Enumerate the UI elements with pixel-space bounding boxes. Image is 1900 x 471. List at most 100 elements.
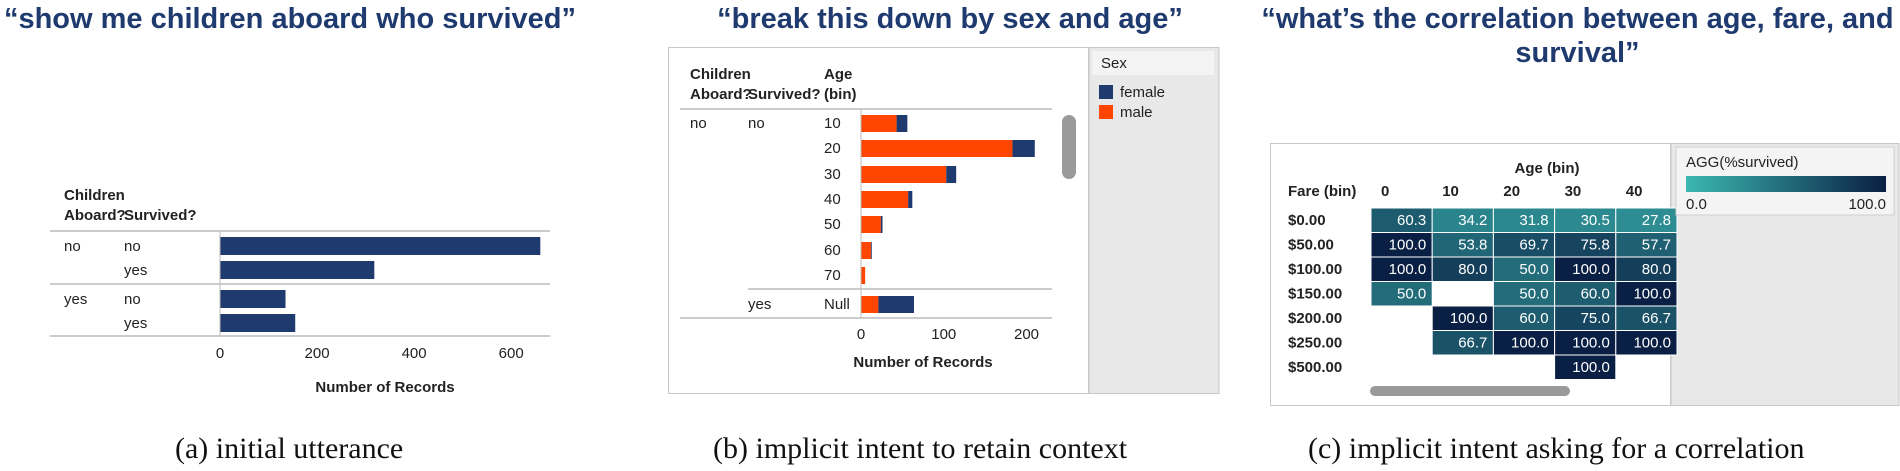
x-tick-label: 400 [402, 345, 427, 362]
utterance-a: “show me children aboard who survived” [3, 3, 577, 35]
caption-b: (b) implicit intent to retain context [713, 432, 1128, 465]
bar-female [896, 115, 908, 132]
row-label-age: 30 [824, 166, 841, 183]
heatmap-cell [1615, 330, 1678, 356]
x-tick-label: 600 [499, 345, 524, 362]
row-label-age: 70 [824, 267, 841, 284]
column-label: 30 [1565, 183, 1582, 200]
chart-a: Children Aboard?Survived? no no yes yes no yes 0… [50, 187, 550, 396]
cell-value: 100.0 [1572, 359, 1610, 376]
cell-value: 50.0 [1397, 286, 1426, 303]
row-header-age-1: Age [824, 66, 852, 83]
cell-value: 60.3 [1397, 212, 1426, 229]
bar-female [946, 166, 957, 183]
scrollbar-thumb [1062, 115, 1076, 179]
legend-title: Sex [1101, 55, 1127, 72]
heatmap-cell [1492, 330, 1556, 356]
heatmap-cell [1370, 207, 1433, 233]
x-tick-label: 0 [857, 326, 865, 343]
caption-c: (c) implicit intent asking for a correla… [1308, 432, 1805, 465]
x-axis-title: Number of Records [315, 379, 454, 396]
legend-gradient [1686, 176, 1886, 192]
row-label: $100.00 [1288, 261, 1342, 278]
row-label-survived: yes [748, 296, 771, 313]
heatmap-cell [1615, 207, 1678, 233]
bar [220, 237, 541, 255]
utterance-c: “what’s the correlation between age, far… [1261, 3, 1894, 69]
row-label-age: 40 [824, 191, 841, 208]
cell-value: 34.2 [1458, 212, 1487, 229]
column-label: 10 [1442, 183, 1459, 200]
heatmap-cell [1615, 232, 1678, 258]
bar-female [908, 191, 913, 208]
row-label-survived: yes [124, 315, 147, 332]
bar-male [861, 242, 871, 259]
heatmap-cell [1615, 281, 1678, 307]
row-header-children-aboard-1: Children [64, 187, 125, 204]
cell-value: 53.8 [1458, 237, 1487, 254]
heatmap-cell [1370, 256, 1433, 282]
row-header-survived: Survived? [124, 207, 197, 224]
x-tick-label: 0 [216, 345, 224, 362]
heatmap-cell [1431, 305, 1494, 331]
utterance-b: “break this down by sex and age” [717, 3, 1183, 35]
cell-value: 57.7 [1642, 237, 1671, 254]
bar [220, 290, 286, 308]
legend-swatch [1099, 105, 1113, 119]
cell-value: 60.0 [1581, 286, 1610, 303]
cell-value: 50.0 [1519, 261, 1548, 278]
row-label-age: 60 [824, 242, 841, 259]
cell-value: 27.8 [1642, 212, 1671, 229]
heatmap-cell [1492, 232, 1556, 258]
column-label: 0 [1381, 183, 1389, 200]
bar-male [861, 216, 881, 233]
bar-male [861, 267, 866, 284]
legend-header-bg [1092, 51, 1214, 75]
row-header-children-aboard-2: Aboard? [64, 207, 126, 224]
row-label-survived: no [124, 238, 141, 255]
row-label-survived: no [748, 115, 765, 132]
cell-value: 75.8 [1581, 237, 1610, 254]
chart-b: Children Aboard?Survived?Age (bin) no no 10 20… [668, 47, 1220, 394]
cell-value: 60.0 [1519, 310, 1548, 327]
column-label: 20 [1503, 183, 1520, 200]
cell-value: 80.0 [1642, 261, 1671, 278]
heatmap-cell [1431, 256, 1494, 282]
legend-label: female [1120, 84, 1165, 101]
row-label: $250.00 [1288, 335, 1342, 352]
row-label-age: Null [824, 296, 850, 313]
column-header-age: Age (bin) [1515, 160, 1580, 177]
row-label-children-aboard: yes [64, 291, 87, 308]
bar [220, 261, 375, 279]
column-label: 40 [1626, 183, 1643, 200]
cell-value: 69.7 [1519, 237, 1548, 254]
row-header-survived: Survived? [748, 86, 821, 103]
bar-male [861, 166, 947, 183]
cell-value: 100.0 [1389, 261, 1427, 278]
row-header-age-2: (bin) [824, 86, 856, 103]
heatmap-cell [1492, 256, 1556, 282]
caption-a: (a) initial utterance [175, 432, 404, 465]
row-header-children-aboard-2: Aboard? [690, 86, 752, 103]
cell-value: 100.0 [1633, 335, 1671, 352]
cell-value: 100.0 [1572, 261, 1610, 278]
chart-c: Age (bin) Fare (bin) 0 10 20 30 40 $0.00 60.3 34.… [1270, 143, 1900, 406]
legend-swatch [1099, 85, 1113, 99]
cell-value: 50.0 [1519, 286, 1548, 303]
bar-male [861, 191, 909, 208]
bar [220, 314, 296, 332]
row-label-children-aboard: no [690, 115, 707, 132]
row-label: $150.00 [1288, 286, 1342, 303]
cell-value: 66.7 [1642, 310, 1671, 327]
row-label-age: 10 [824, 115, 841, 132]
row-label: $200.00 [1288, 310, 1342, 327]
cell-value: 100.0 [1511, 335, 1549, 352]
row-label: $0.00 [1288, 212, 1326, 229]
row-label: $50.00 [1288, 237, 1334, 254]
heatmap-cell [1431, 232, 1494, 258]
legend-max-label: 100.0 [1848, 196, 1886, 213]
heatmap-cell [1554, 354, 1617, 380]
cell-value: 66.7 [1458, 335, 1487, 352]
cell-value: 100.0 [1450, 310, 1488, 327]
legend-title: AGG(%survived) [1686, 154, 1799, 171]
